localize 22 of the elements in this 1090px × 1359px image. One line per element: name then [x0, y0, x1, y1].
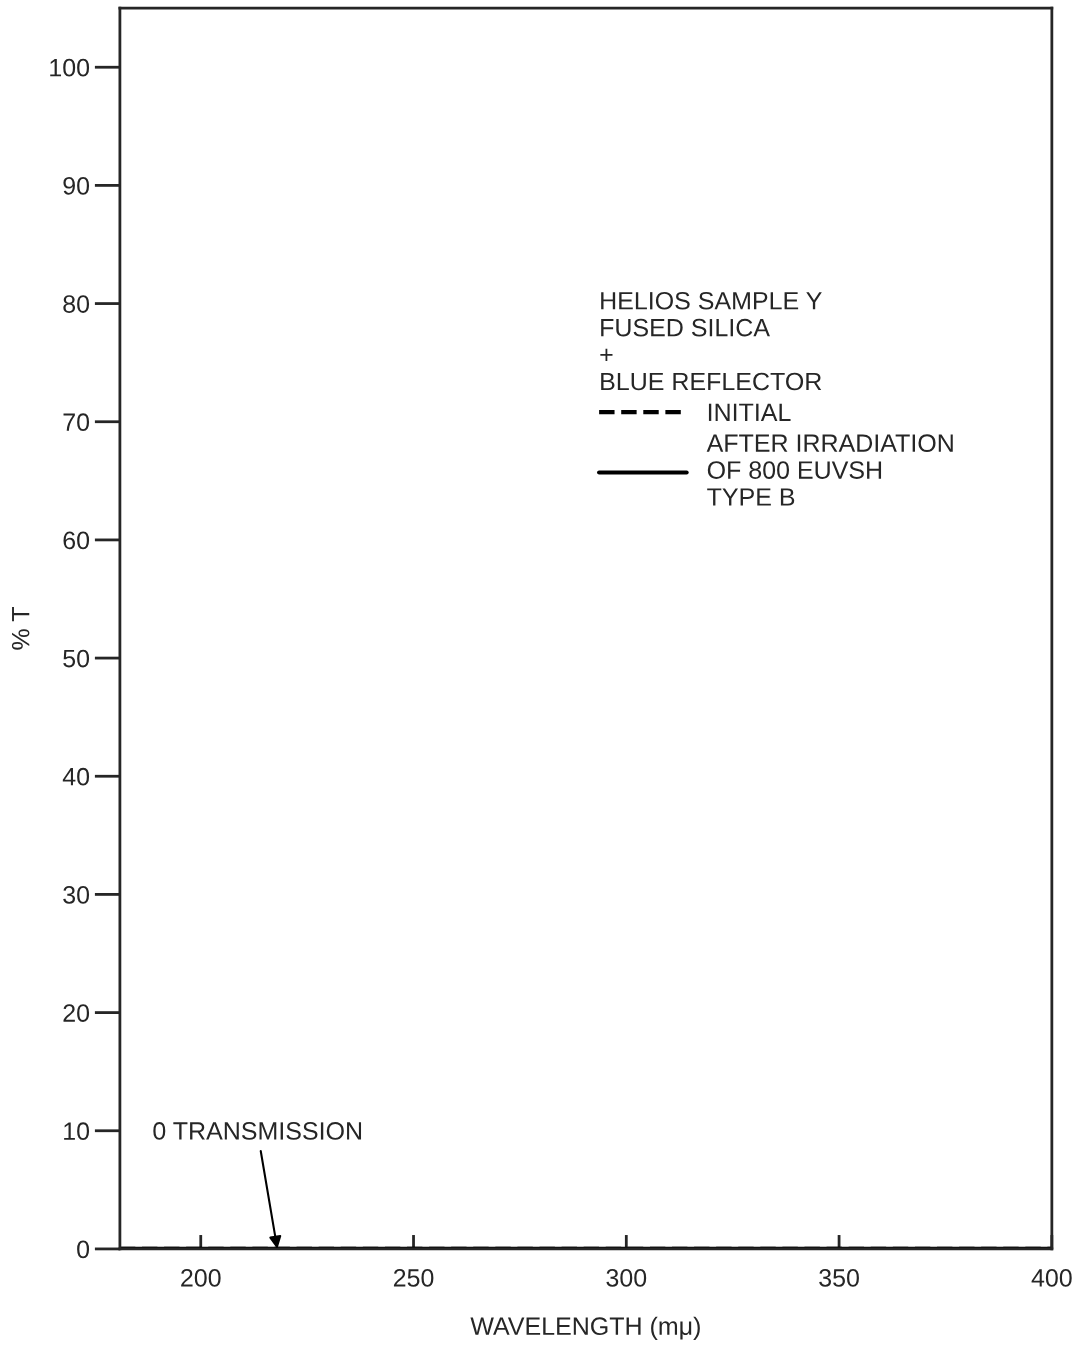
x-tick-label: 350: [819, 1269, 859, 1287]
y-tick-label: 60: [63, 531, 90, 550]
y-tick-label: 100: [50, 58, 90, 77]
annotation: 0 TRANSMISSION: [153, 1122, 362, 1140]
y-tick-label: 90: [63, 177, 90, 195]
y-tick-label: 30: [63, 886, 90, 904]
legend-title: HELIOS SAMPLE Y FUSED SILICA + BLUE REFLECTOR: [600, 291, 822, 391]
y-tick-label: 70: [63, 413, 90, 432]
legend-label: AFTER IRRADIATION OF 800 EUVSH TYPE B: [706, 434, 953, 506]
x-tick-label: 250: [393, 1269, 434, 1287]
y-tick-label: 0: [77, 1240, 90, 1259]
y-tick-label: 50: [63, 649, 90, 668]
x-tick-label: 400: [1031, 1269, 1072, 1287]
x-tick-label: 200: [181, 1269, 221, 1287]
y-tick-label: 20: [63, 1004, 90, 1022]
x-tick-label: 300: [606, 1269, 647, 1287]
x-axis-title: WAVELENGTH (mμ): [470, 1316, 700, 1340]
y-axis-title: % T: [11, 607, 30, 650]
y-tick-label: 10: [64, 1122, 90, 1141]
y-tick-label: 40: [62, 767, 90, 786]
legend-label: INITIAL: [708, 403, 791, 421]
y-tick-label: 80: [63, 295, 90, 313]
